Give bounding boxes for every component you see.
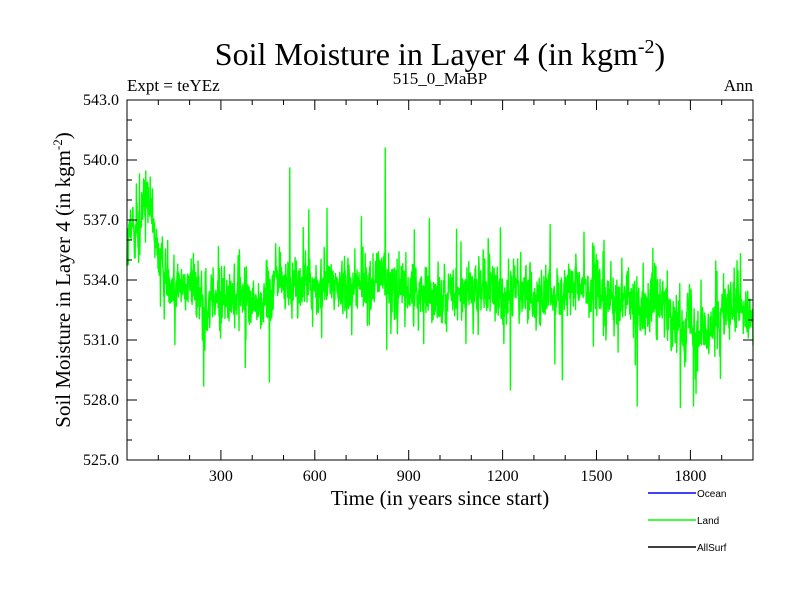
- subtitle-center: 515_0_MaBP: [393, 69, 487, 88]
- x-axis-label: Time (in years since start): [331, 486, 550, 510]
- y-axis: 525.0 528.0 531.0 534.0 537.0 540.0 543.0: [83, 92, 753, 469]
- y-tick-label: 537.0: [83, 212, 119, 229]
- y-tick-label: 525.0: [83, 452, 119, 469]
- x-tick-label: 1200: [487, 468, 519, 485]
- x-tick-label: 1800: [674, 468, 706, 485]
- legend-label-allsurf: AllSurf: [697, 543, 727, 554]
- legend-label-ocean: Ocean: [697, 489, 726, 500]
- legend: Ocean Land AllSurf: [648, 489, 727, 554]
- subtitle-right: Ann: [724, 76, 754, 95]
- series-layer: [126, 147, 754, 409]
- x-tick-label: 1500: [581, 468, 613, 485]
- x-axis: 300 600 900 1200 1500 1800: [157, 100, 723, 485]
- y-tick-label: 531.0: [83, 332, 119, 349]
- subtitle-left: Expt = teYEz: [127, 76, 220, 95]
- y-tick-label: 534.0: [83, 272, 119, 289]
- series-line-land: [126, 147, 754, 409]
- chart-title: Soil Moisture in Layer 4 (in kgm-2): [215, 36, 665, 72]
- legend-label-land: Land: [697, 516, 719, 527]
- x-tick-label: 300: [209, 468, 233, 485]
- y-tick-label: 540.0: [83, 152, 119, 169]
- x-tick-label: 600: [303, 468, 327, 485]
- y-tick-label: 543.0: [83, 92, 119, 109]
- x-tick-label: 900: [397, 468, 421, 485]
- y-axis-label: Soil Moisture in Layer 4 (in kgm-2): [50, 132, 75, 427]
- y-tick-label: 528.0: [83, 392, 119, 409]
